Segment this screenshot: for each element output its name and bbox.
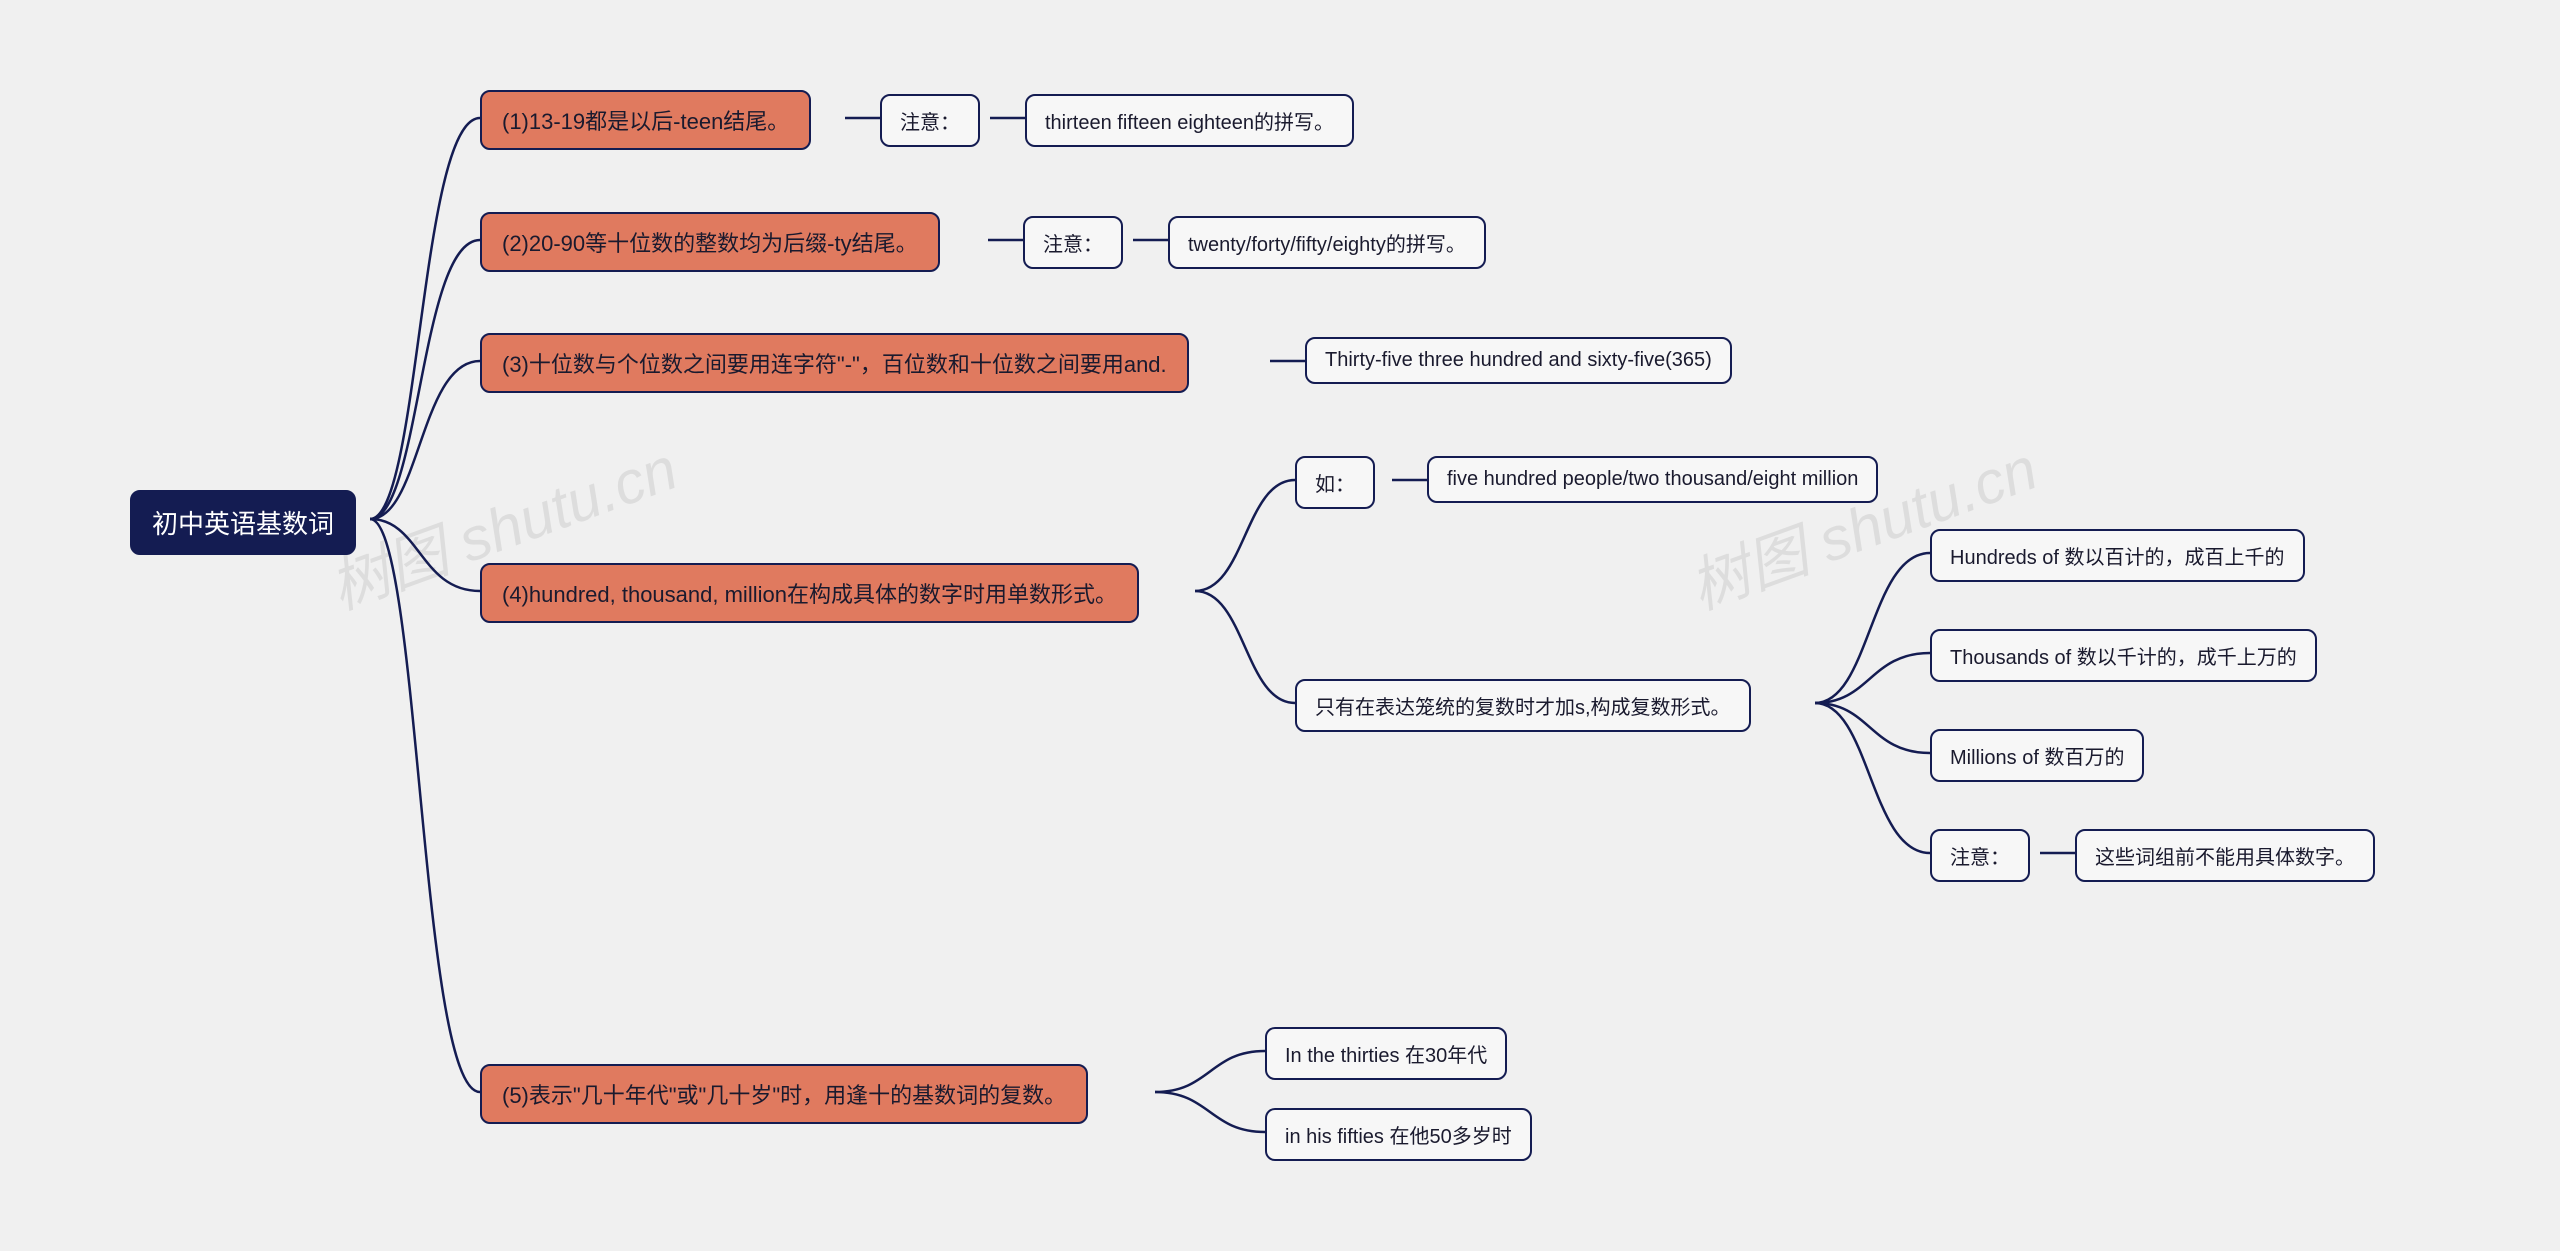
leaf-4-millions-of: Millions of 数百万的: [1930, 729, 2144, 782]
leaf-5-fifties: in his fifties 在他50多岁时: [1265, 1108, 1532, 1161]
root-node[interactable]: 初中英语基数词: [130, 490, 356, 555]
leaf-4-thousands-of: Thousands of 数以千计的，成千上万的: [1930, 629, 2317, 682]
branch-4[interactable]: (4)hundred, thousand, million在构成具体的数字时用单…: [480, 563, 1139, 623]
leaf-5-thirties: In the thirties 在30年代: [1265, 1027, 1507, 1080]
watermark-right: 树图 shutu.cn: [1676, 420, 2047, 626]
branch-1[interactable]: (1)13-19都是以后-teen结尾。: [480, 90, 811, 150]
leaf-4-eg-value: five hundred people/two thousand/eight m…: [1427, 456, 1878, 503]
leaf-3-example: Thirty-five three hundred and sixty-five…: [1305, 337, 1732, 384]
leaf-2-note: 注意：: [1023, 216, 1123, 269]
branch-2[interactable]: (2)20-90等十位数的整数均为后缀-ty结尾。: [480, 212, 940, 272]
leaf-1-detail: thirteen fifteen eighteen的拼写。: [1025, 94, 1354, 147]
leaf-1-note: 注意：: [880, 94, 980, 147]
branch-3[interactable]: (3)十位数与个位数之间要用连字符"-"，百位数和十位数之间要用and.: [480, 333, 1189, 393]
leaf-4-eg-label: 如：: [1295, 456, 1375, 509]
leaf-2-detail: twenty/forty/fifty/eighty的拼写。: [1168, 216, 1486, 269]
leaf-4-note-detail: 这些词组前不能用具体数字。: [2075, 829, 2375, 882]
leaf-4-hundreds-of: Hundreds of 数以百计的，成百上千的: [1930, 529, 2305, 582]
branch-5[interactable]: (5)表示"几十年代"或"几十岁"时，用逢十的基数词的复数。: [480, 1064, 1088, 1124]
leaf-4-note: 注意：: [1930, 829, 2030, 882]
leaf-4-plural-rule: 只有在表达笼统的复数时才加s,构成复数形式。: [1295, 679, 1751, 732]
